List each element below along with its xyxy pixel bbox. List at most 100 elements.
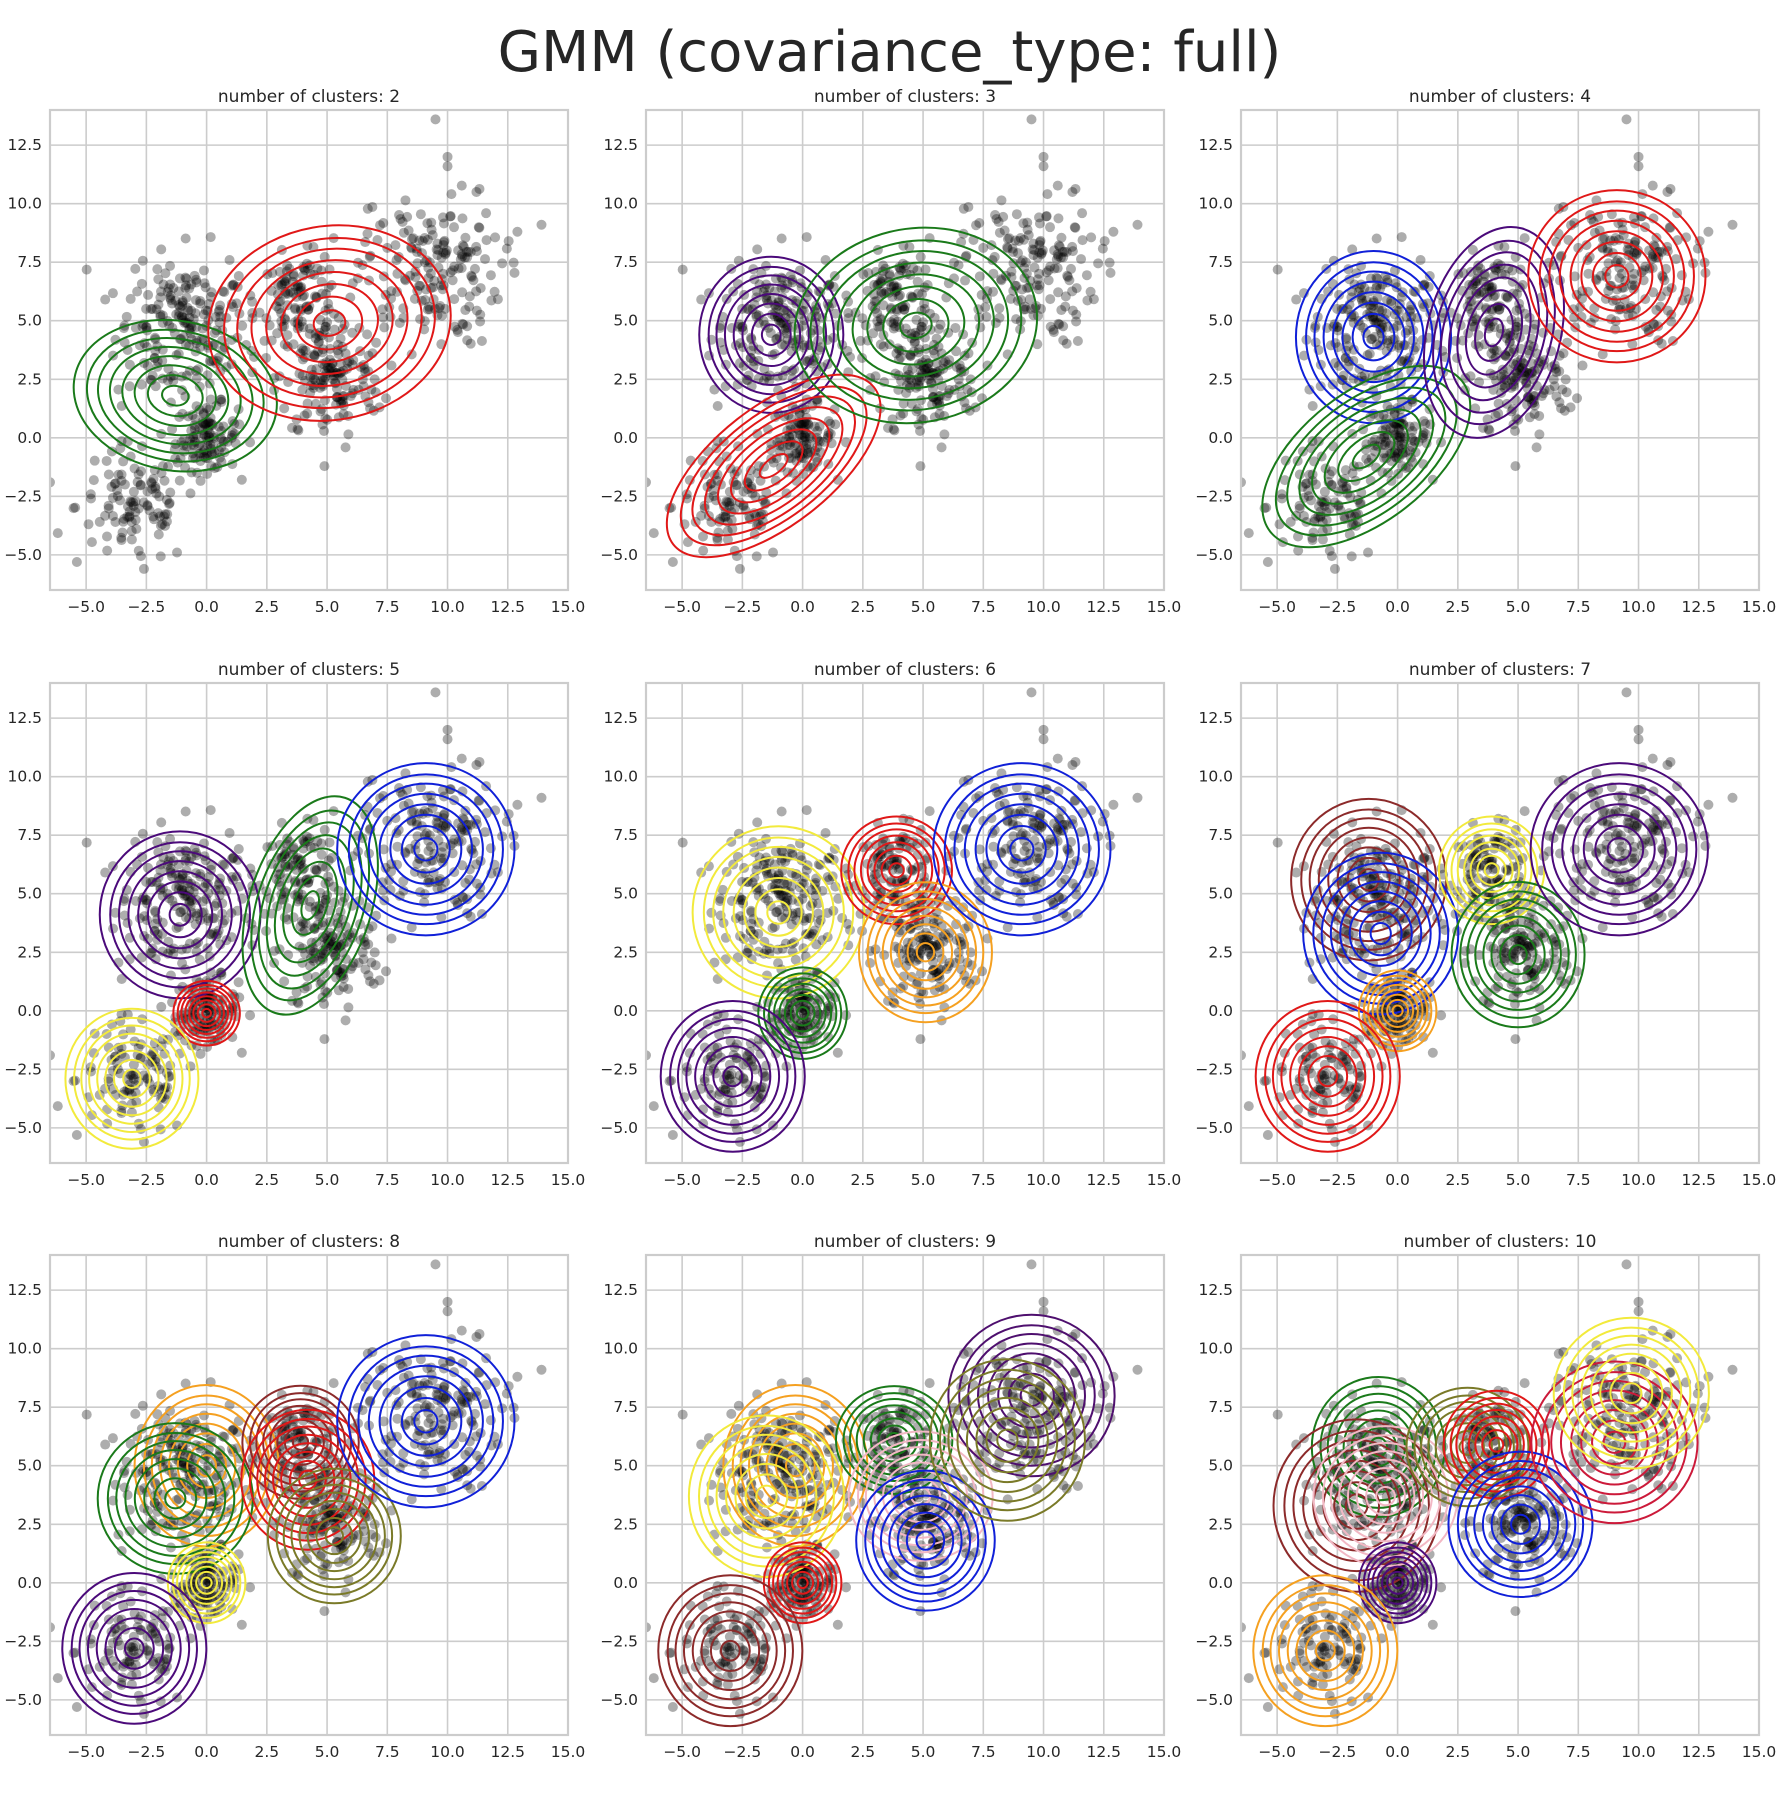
data-point [324, 937, 335, 948]
data-point [732, 379, 743, 390]
data-point [1489, 322, 1500, 333]
data-point [1370, 446, 1381, 457]
x-tick-label: 12.5 [1087, 598, 1122, 616]
data-point [155, 1124, 166, 1135]
data-point [1028, 883, 1039, 894]
data-point [775, 317, 786, 328]
data-point [423, 874, 434, 885]
data-point [150, 481, 161, 492]
data-point [1330, 358, 1341, 369]
contour-ellipse [1432, 239, 1556, 426]
data-point [131, 523, 142, 534]
data-point [216, 394, 227, 405]
contour-ellipse [180, 987, 233, 1039]
data-point [800, 1001, 811, 1012]
data-point [130, 514, 141, 525]
gmm-component-blue [932, 762, 1112, 937]
data-point [320, 321, 331, 332]
data-point [429, 275, 440, 286]
data-point [731, 1124, 742, 1135]
data-point [295, 348, 306, 359]
data-point [143, 289, 154, 300]
data-point [857, 352, 868, 363]
data-point [905, 842, 916, 853]
data-point [1479, 269, 1490, 280]
data-point [445, 267, 456, 278]
data-point [457, 251, 468, 262]
data-point [449, 294, 460, 305]
x-tick-label: 2.5 [1446, 598, 1471, 616]
contour-ellipse [300, 890, 321, 921]
data-point [1557, 384, 1568, 395]
data-point [1566, 220, 1577, 231]
data-point [1038, 724, 1049, 735]
data-point [1054, 319, 1065, 330]
data-point [895, 352, 906, 363]
data-point [109, 478, 120, 489]
data-point [878, 341, 889, 352]
contour-ellipse [1456, 276, 1532, 389]
data-point [750, 1064, 761, 1075]
data-point [475, 316, 486, 327]
data-point [382, 815, 393, 826]
data-point [1018, 791, 1029, 802]
data-point [1584, 251, 1595, 262]
data-point [742, 1051, 753, 1062]
data-point [1033, 857, 1044, 868]
data-point [317, 917, 328, 928]
data-point [162, 375, 173, 386]
data-point [146, 948, 157, 959]
data-point [165, 279, 176, 290]
y-tick-label: 12.5 [7, 709, 42, 727]
data-point [296, 343, 307, 354]
data-point [315, 314, 326, 325]
data-point [1424, 270, 1435, 281]
data-point [1020, 877, 1031, 888]
data-point [1326, 551, 1337, 562]
data-point [438, 820, 449, 831]
data-point [778, 891, 789, 902]
data-point [780, 312, 791, 323]
data-point [888, 318, 899, 329]
data-point [1020, 257, 1031, 268]
data-point [457, 287, 468, 298]
data-point [449, 834, 460, 845]
contour-ellipse [1286, 386, 1447, 527]
data-point [1633, 151, 1644, 162]
data-point [338, 982, 349, 993]
data-point [1053, 318, 1064, 329]
data-point [829, 404, 840, 415]
gmm-component-red [665, 373, 882, 559]
data-point [182, 302, 193, 313]
contour-ellipse [1009, 837, 1035, 862]
data-point [1382, 335, 1393, 346]
data-point [1340, 465, 1351, 476]
data-point [424, 304, 435, 315]
data-point [322, 890, 333, 901]
data-point [110, 517, 121, 528]
data-point [457, 318, 468, 329]
data-point [1475, 263, 1486, 274]
data-point [1042, 189, 1053, 200]
data-point [1353, 948, 1364, 959]
data-point [1631, 249, 1642, 260]
data-point [386, 286, 397, 297]
contour-ellipse [112, 1058, 151, 1099]
contour-ellipse [1604, 264, 1630, 289]
data-point [855, 908, 866, 919]
data-point [1298, 510, 1309, 521]
data-point [646, 477, 651, 488]
data-point [1662, 305, 1673, 316]
data-point [1052, 753, 1063, 764]
data-point [309, 953, 320, 964]
data-point [791, 448, 802, 459]
x-tick-label: 0.0 [790, 598, 815, 616]
contour-ellipse [766, 900, 791, 925]
data-point [445, 211, 456, 222]
data-point [907, 864, 918, 875]
data-point [1551, 367, 1562, 378]
data-point [319, 999, 330, 1010]
data-point [1099, 236, 1110, 247]
data-point [241, 340, 252, 351]
data-point [1272, 837, 1283, 848]
